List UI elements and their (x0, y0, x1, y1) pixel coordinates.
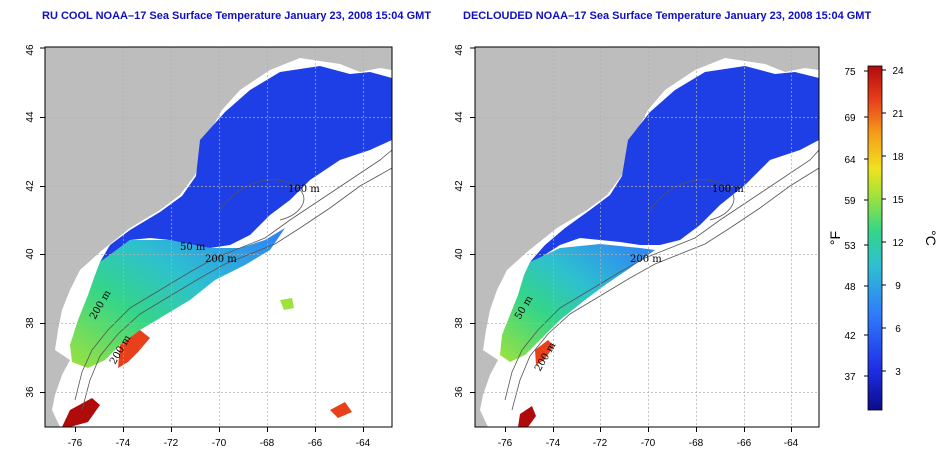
y-tick-label: 38 (454, 317, 465, 329)
x-tick-label: -64 (784, 438, 799, 449)
celsius-unit-label: °C (923, 230, 939, 246)
depth-contours (74, 149, 392, 411)
celsius-tick-label: 9 (895, 281, 901, 292)
y-tick-label: 36 (454, 386, 465, 398)
fahrenheit-tick-label: 69 (844, 113, 856, 124)
y-axis-left: 36 38 40 42 44 46 (25, 44, 45, 398)
x-tick-label: -66 (737, 438, 752, 449)
fahrenheit-tick-label: 64 (844, 155, 856, 166)
fahrenheit-tick-label: 48 (844, 282, 856, 293)
x-tick-label: -66 (308, 438, 323, 449)
contour-label: 100 m (712, 184, 744, 195)
x-tick-label: -74 (116, 438, 131, 449)
x-tick-label: -70 (641, 438, 656, 449)
x-tick-label: -70 (212, 438, 227, 449)
colorbar: 75 69 64 59 53 48 42 37 24 21 18 15 12 9… (827, 65, 939, 411)
sst-gulfstream-warm (535, 340, 554, 365)
graticule (475, 47, 819, 427)
land-mass (45, 47, 392, 427)
fahrenheit-ticks: 75 69 64 59 53 48 42 37 (844, 67, 868, 383)
fahrenheit-tick-label: 37 (844, 372, 856, 383)
sst-cold-water (530, 66, 819, 262)
x-tick-label: -68 (689, 438, 704, 449)
sst-cold-water (100, 66, 392, 262)
x-axis-right: -76 -74 -72 -70 -68 -66 -64 (498, 427, 799, 449)
y-tick-label: 40 (25, 248, 36, 260)
y-tick-label: 44 (25, 111, 36, 123)
contour-label: 200 m (205, 254, 237, 265)
celsius-tick-label: 3 (895, 367, 901, 378)
sst-outer-bright (280, 298, 294, 310)
celsius-tick-label: 6 (895, 324, 901, 335)
fahrenheit-tick-label: 75 (844, 67, 856, 78)
celsius-tick-label: 15 (892, 195, 904, 206)
celsius-tick-label: 18 (892, 152, 904, 163)
sst-gulfstream-hot (518, 406, 536, 427)
colorbar-scale (867, 65, 883, 411)
y-tick-label: 42 (25, 180, 36, 192)
x-tick-label: -76 (498, 438, 513, 449)
y-tick-label: 46 (25, 44, 36, 56)
fahrenheit-unit-label: °F (827, 231, 843, 245)
map-panel-right: 100 m 200 m 50 m 200 m -76 -74 -72 -70 -… (454, 44, 820, 449)
x-tick-label: -64 (356, 438, 371, 449)
y-tick-label: 44 (454, 111, 465, 123)
plot-frame (44, 46, 393, 428)
sst-offshore-red (330, 402, 352, 418)
y-tick-label: 38 (25, 317, 36, 329)
contour-label: 200 m (630, 254, 662, 265)
fahrenheit-tick-label: 53 (844, 241, 856, 252)
celsius-tick-label: 12 (892, 238, 904, 249)
graticule (45, 47, 392, 427)
x-tick-label: -74 (546, 438, 561, 449)
x-tick-label: -76 (68, 438, 83, 449)
plot-frame (474, 46, 820, 428)
sst-shelf-water (500, 244, 655, 362)
y-tick-label: 46 (454, 44, 465, 56)
land-mass (475, 47, 819, 427)
y-tick-label: 42 (454, 180, 465, 192)
celsius-tick-label: 24 (892, 66, 904, 77)
y-tick-label: 40 (454, 248, 465, 260)
fahrenheit-tick-label: 59 (844, 196, 856, 207)
contour-label: 50 m (180, 242, 206, 253)
x-tick-label: -72 (164, 438, 179, 449)
y-axis-right: 36 38 40 42 44 46 (454, 44, 475, 398)
y-tick-label: 36 (25, 386, 36, 398)
sst-gulfstream-hot (62, 398, 100, 427)
x-axis-left: -76 -74 -72 -70 -68 -66 -64 (68, 427, 371, 449)
map-title-left: RU COOL NOAA–17 Sea Surface Temperature … (42, 10, 432, 22)
depth-contours (504, 149, 819, 411)
map-panel-left: 100 m 200 m 50 m 200 m 200 m -76 -74 -72… (25, 44, 393, 449)
contour-label: 100 m (288, 184, 320, 195)
x-tick-label: -68 (260, 438, 275, 449)
sst-gulfstream-warm (118, 330, 150, 368)
celsius-ticks: 24 21 18 15 12 9 6 3 (882, 66, 904, 378)
map-title-right: DECLOUDED NOAA–17 Sea Surface Temperatur… (463, 10, 872, 22)
celsius-tick-label: 21 (892, 109, 904, 120)
x-tick-label: -72 (593, 438, 608, 449)
fahrenheit-tick-label: 42 (844, 331, 856, 342)
